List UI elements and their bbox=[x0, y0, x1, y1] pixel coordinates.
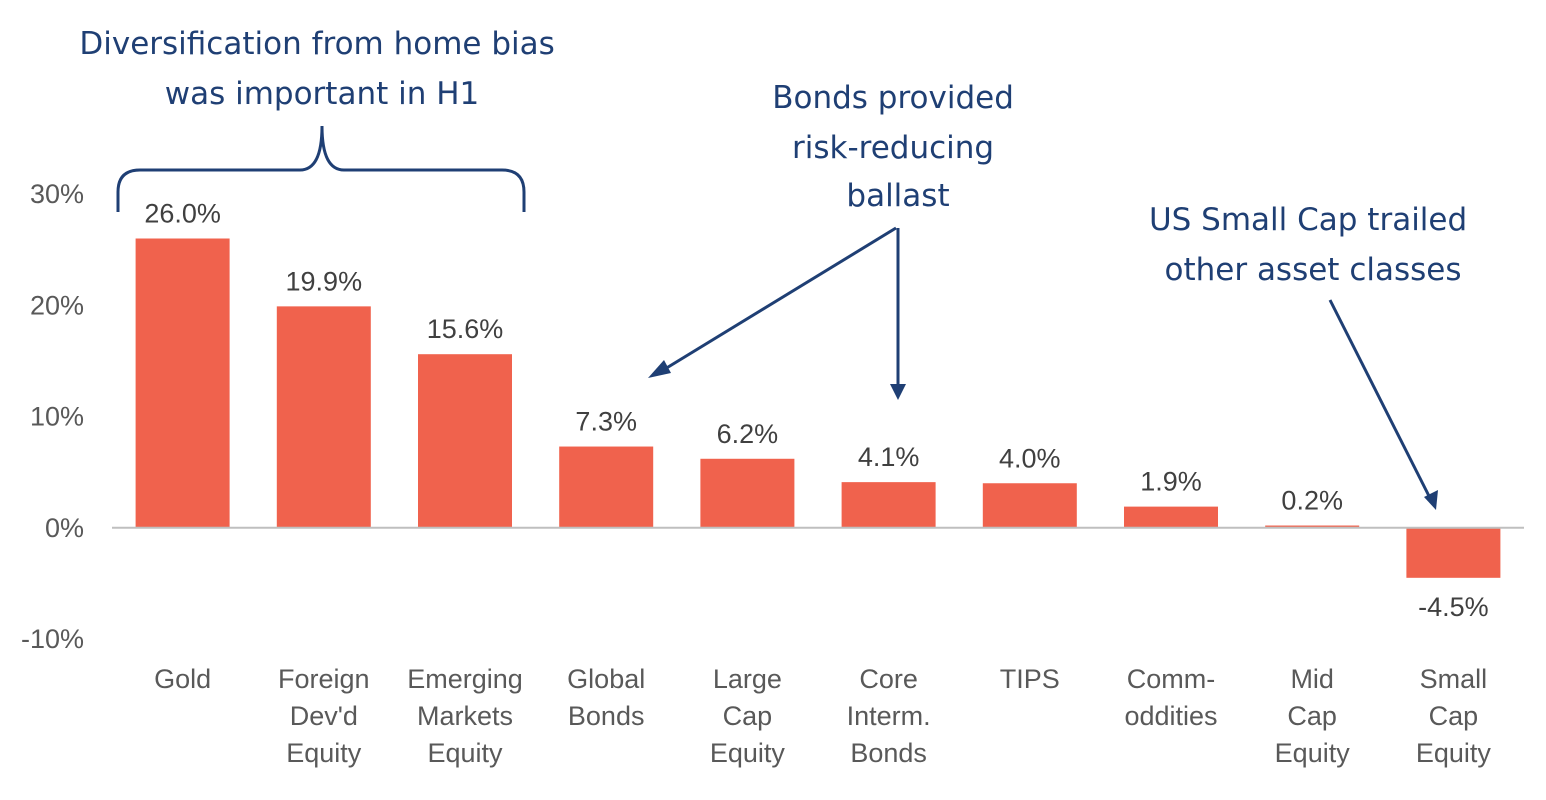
data-label: 6.2% bbox=[717, 419, 779, 449]
data-label: -4.5% bbox=[1418, 592, 1489, 622]
category-label-line: Global bbox=[567, 664, 645, 694]
category-label-line: Equity bbox=[1275, 738, 1351, 768]
bar bbox=[559, 446, 654, 528]
category-label-line: Comm- bbox=[1127, 664, 1216, 694]
bar bbox=[1265, 525, 1360, 528]
category-label: Comm-oddities bbox=[1124, 664, 1217, 731]
plot-area: 30% 20% 10% 0% -10% 26.0% Gold 19.9% Foreign Dev'… bbox=[21, 179, 1524, 768]
annotation-small-cap: US Small Cap trailed other asset classes bbox=[1149, 202, 1477, 288]
annotation-home-bias-line-1: Diversification from home bias bbox=[79, 26, 554, 62]
category-label-line: Bonds bbox=[568, 701, 645, 731]
arrow-to-global-bonds bbox=[659, 226, 897, 374]
y-tick-label: 30% bbox=[30, 179, 84, 209]
y-tick-label: 20% bbox=[30, 290, 84, 320]
category-label-line: Markets bbox=[417, 701, 513, 731]
arrow-head-small-cap bbox=[1424, 490, 1438, 510]
annotation-small-cap-line-2: other asset classes bbox=[1165, 252, 1462, 288]
annotation-home-bias-line-2: was important in H1 bbox=[165, 76, 480, 112]
data-label: 4.1% bbox=[858, 442, 920, 472]
category-label-line: Small bbox=[1420, 664, 1488, 694]
category-label-line: oddities bbox=[1124, 701, 1217, 731]
annotation-bonds-line-3: ballast bbox=[846, 178, 949, 214]
arrow-head-core-bonds bbox=[890, 384, 906, 400]
data-label: 0.2% bbox=[1281, 486, 1343, 516]
bar bbox=[841, 482, 936, 528]
category-label-line: Dev'd bbox=[290, 701, 358, 731]
category-label: Large Cap Equity bbox=[710, 664, 786, 768]
category-label-line: Emerging bbox=[407, 664, 523, 694]
annotations: Diversification from home bias was impor… bbox=[79, 26, 1477, 510]
category-label-line: Cap bbox=[723, 701, 773, 731]
category-label-line: Gold bbox=[154, 664, 211, 694]
category-label: Emerging Markets Equity bbox=[407, 664, 523, 768]
category-label-line: Equity bbox=[427, 738, 503, 768]
category-label-line: Equity bbox=[710, 738, 786, 768]
curly-brace bbox=[116, 125, 526, 212]
annotation-bonds-line-2: risk-reducing bbox=[792, 130, 994, 166]
bar bbox=[982, 483, 1077, 528]
arrow-head-global-bonds bbox=[648, 360, 671, 378]
data-label: 1.9% bbox=[1140, 467, 1202, 497]
category-label: Small Cap Equity bbox=[1416, 664, 1492, 768]
y-tick-label: 10% bbox=[30, 402, 84, 432]
bar bbox=[135, 238, 230, 528]
category-label: Mid Cap Equity bbox=[1275, 664, 1351, 768]
category-label-line: Equity bbox=[1416, 738, 1492, 768]
category-label: TIPS bbox=[1000, 664, 1060, 694]
category-label-line: Mid bbox=[1290, 664, 1334, 694]
data-label: 15.6% bbox=[427, 314, 504, 344]
category-label: Gold bbox=[154, 664, 211, 694]
bar bbox=[1124, 506, 1218, 528]
category-label-line: Cap bbox=[1429, 701, 1479, 731]
annotation-bonds-line-1: Bonds provided bbox=[772, 80, 1014, 116]
data-label: 19.9% bbox=[286, 266, 363, 296]
data-label: 7.3% bbox=[575, 407, 637, 437]
annotation-bonds: Bonds provided risk-reducing ballast bbox=[772, 80, 1024, 214]
category-label-line: Core bbox=[859, 664, 918, 694]
annotation-home-bias: Diversification from home bias was impor… bbox=[79, 26, 564, 112]
arrow-to-small-cap bbox=[1328, 299, 1432, 499]
data-label: 26.0% bbox=[144, 199, 221, 229]
category-label-line: TIPS bbox=[1000, 664, 1060, 694]
category-label-line: Large bbox=[713, 664, 782, 694]
category-label-line: Interm. bbox=[847, 701, 931, 731]
data-label: 4.0% bbox=[999, 443, 1061, 473]
bar bbox=[1406, 527, 1501, 578]
category-label-line: Equity bbox=[286, 738, 362, 768]
category-label-line: Foreign bbox=[278, 664, 370, 694]
category-label-line: Bonds bbox=[850, 738, 927, 768]
category-label: Foreign Dev'd Equity bbox=[278, 664, 370, 768]
annotation-small-cap-line-1: US Small Cap trailed bbox=[1149, 202, 1467, 238]
bar bbox=[700, 458, 795, 528]
y-tick-label: -10% bbox=[21, 624, 84, 654]
category-label: Core Interm. Bonds bbox=[847, 664, 931, 768]
y-tick-label: 0% bbox=[45, 513, 84, 543]
category-label-line: Cap bbox=[1287, 701, 1337, 731]
category-label: Global Bonds bbox=[567, 664, 645, 731]
bar bbox=[276, 306, 371, 528]
bar bbox=[418, 354, 512, 528]
